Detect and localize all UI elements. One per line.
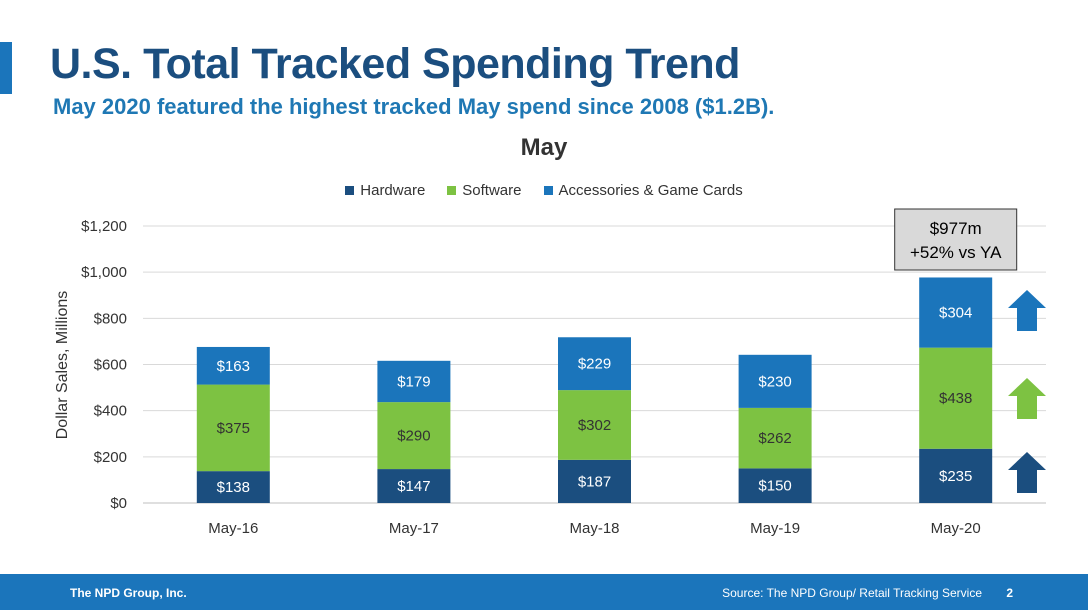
total-callout-box [894, 208, 1018, 271]
bar-accessories-may-18 [558, 337, 631, 391]
bar-accessories-may-19 [738, 354, 812, 408]
bar-software-may-18 [558, 390, 631, 460]
legend-label-software: Software [462, 182, 522, 199]
footer-bar: The NPD Group, Inc. Source: The NPD Grou… [0, 574, 1088, 610]
data-label: $187 [578, 473, 611, 490]
footer-org: The NPD Group, Inc. [70, 586, 187, 600]
y-tick-label: $400 [94, 403, 127, 420]
x-tick-label: May-16 [208, 520, 258, 537]
y-tick-label: $1,200 [81, 218, 127, 235]
legend-swatch-software [447, 186, 457, 195]
data-label: $375 [217, 420, 250, 437]
y-tick-label: $1,000 [81, 264, 127, 281]
chart-legend: Hardware Software Accessories & Game Car… [0, 182, 1088, 199]
data-label: $179 [397, 373, 430, 390]
y-tick-label: $600 [94, 357, 127, 374]
bar-software-may-19 [738, 407, 812, 469]
bar-hardware-may-18 [558, 459, 631, 503]
data-label: $147 [397, 478, 430, 495]
data-label: $138 [217, 479, 250, 496]
bar-software-may-16 [196, 384, 270, 472]
bar-software-may-17 [377, 402, 451, 470]
bar-hardware-may-16 [196, 471, 270, 503]
slide-subtitle: May 2020 featured the highest tracked Ma… [53, 94, 775, 119]
data-label: $438 [939, 390, 972, 407]
data-label: $230 [758, 373, 791, 390]
up-arrow-icon [1008, 290, 1046, 331]
data-label: $290 [397, 428, 430, 445]
y-tick-label: $0 [110, 495, 127, 512]
x-tick-label: May-17 [389, 520, 439, 537]
data-label: $302 [578, 417, 611, 434]
callout-total: $977m [930, 219, 982, 238]
bar-hardware-may-19 [738, 468, 812, 503]
bar-hardware-may-17 [377, 469, 451, 503]
up-arrow-icon [1008, 378, 1046, 419]
legend-item-hardware: Hardware [345, 182, 425, 199]
x-tick-label: May-18 [569, 520, 619, 537]
callout-growth: +52% vs YA [910, 243, 1002, 262]
legend-item-software: Software [447, 182, 522, 199]
data-label: $163 [217, 358, 250, 375]
up-arrow-icon [1008, 452, 1046, 493]
bar-hardware-may-20 [919, 448, 993, 503]
stacked-bar-chart: $0 $200 $400 $600 $800 $1,000 $1,200 Dollar Sal… [54, 208, 1046, 537]
bar-accessories-may-20 [919, 277, 993, 348]
bar-accessories-may-16 [196, 346, 270, 385]
data-label: $304 [939, 305, 972, 322]
legend-swatch-hardware [345, 186, 355, 195]
legend-swatch-accessories [543, 186, 553, 195]
y-axis-label: Dollar Sales, Millions [54, 291, 71, 440]
x-tick-label: May-19 [750, 520, 800, 537]
title-accent-bar [0, 42, 12, 94]
x-tick-label: May-20 [931, 520, 981, 537]
data-label: $229 [578, 356, 611, 373]
y-tick-label: $800 [94, 310, 127, 327]
page-number: 2 [1006, 586, 1013, 600]
data-label: $262 [758, 430, 791, 447]
legend-label-hardware: Hardware [360, 182, 426, 199]
bar-accessories-may-17 [377, 360, 451, 403]
slide-title: U.S. Total Tracked Spending Trend [50, 40, 740, 88]
data-label: $235 [939, 468, 972, 485]
data-label: $150 [758, 478, 791, 495]
footer-source: Source: The NPD Group/ Retail Tracking S… [722, 586, 982, 600]
chart-title: May [520, 134, 568, 161]
legend-label-accessories: Accessories & Game Cards [558, 182, 743, 199]
y-tick-label: $200 [94, 449, 127, 466]
legend-item-accessories: Accessories & Game Cards [543, 182, 743, 199]
bar-software-may-20 [919, 347, 993, 449]
